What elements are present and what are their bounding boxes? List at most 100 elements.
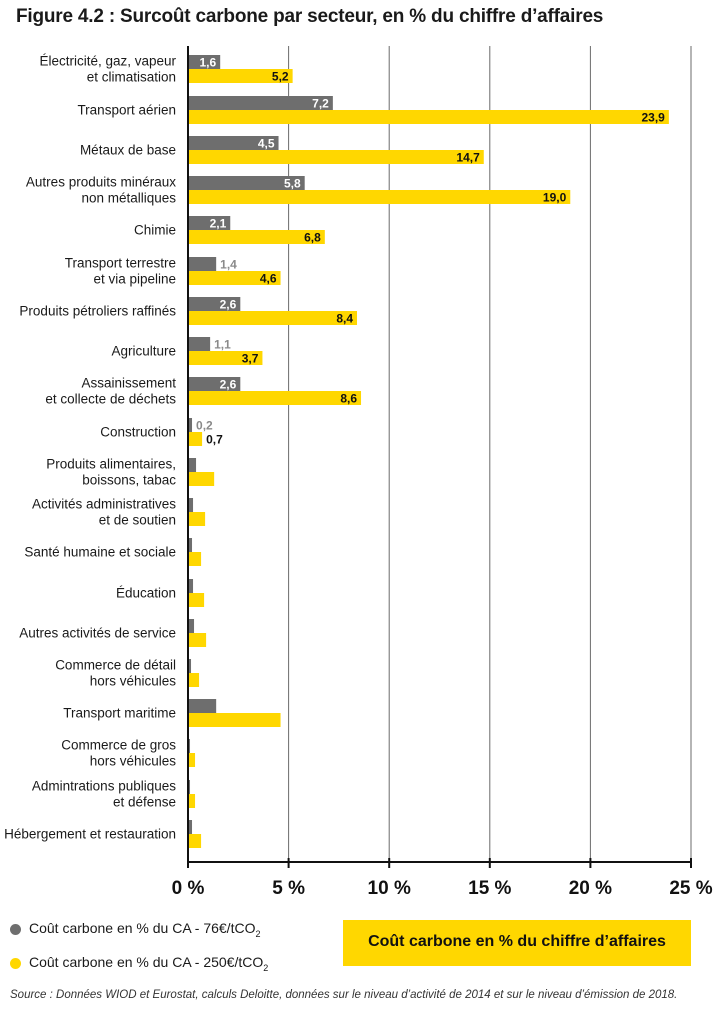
- bar-yellow: [188, 351, 263, 365]
- bar-yellow: [188, 713, 281, 727]
- bar-gray: [188, 176, 305, 190]
- legend-label-76: Coût carbone en % du CA - 76€/tCO: [29, 920, 256, 936]
- legend-label-250-sub: 2: [263, 962, 269, 973]
- bar-yellow: [188, 794, 196, 808]
- category-label: Construction: [100, 425, 176, 440]
- bar-gray: [188, 739, 191, 753]
- bar-yellow: [188, 512, 206, 526]
- data-label: 1,1: [214, 338, 231, 352]
- category-label: Hébergement et restauration: [4, 827, 176, 842]
- category-label: Transport terrestre et via pipeline: [65, 256, 176, 287]
- category-label: Assainissement et collecte de déchets: [45, 376, 176, 407]
- bar-gray: [188, 619, 195, 633]
- category-label-line: Produits alimentaires,: [46, 457, 176, 472]
- banner-text: Coût carbone en % du chiffre d’affaires: [368, 933, 666, 950]
- category-label-line: Assainissement: [81, 376, 176, 391]
- data-label: 19,0: [543, 191, 567, 205]
- category-label-line: Admintrations publiques: [32, 779, 176, 794]
- bar-yellow: [188, 391, 362, 405]
- bar-gray: [188, 337, 211, 351]
- x-tick-label: 0 %: [172, 878, 205, 899]
- category-label-line: Éducation: [116, 586, 176, 601]
- category-label-line: Produits pétroliers raffinés: [19, 304, 176, 319]
- axis-banner: Coût carbone en % du chiffre d’affaires: [343, 920, 691, 966]
- category-label: Produits pétroliers raffinés: [19, 304, 176, 319]
- x-tick-label: 5 %: [272, 878, 305, 899]
- x-tick-label: 10 %: [368, 878, 411, 899]
- category-label: Autres activités de service: [19, 626, 176, 641]
- bar-yellow: [188, 190, 571, 204]
- x-tick-label: 15 %: [468, 878, 511, 899]
- category-label-line: Transport aérien: [77, 103, 176, 118]
- bar-yellow: [188, 753, 196, 767]
- category-label-line: Santé humaine et sociale: [24, 545, 176, 560]
- legend-item-250: Coût carbone en % du CA - 250€/tCO2: [10, 954, 268, 973]
- category-label-line: Agriculture: [111, 344, 176, 359]
- bar-chart: 1,6 5,2 Électricité, gaz, vapeur et climati…: [4, 46, 713, 899]
- category-label: Santé humaine et sociale: [24, 545, 176, 560]
- data-label: 23,9: [642, 111, 666, 125]
- category-label: Éducation: [116, 586, 176, 601]
- x-tick-label: 20 %: [569, 878, 612, 899]
- bar-yellow: [188, 110, 669, 124]
- data-label: 8,6: [340, 392, 357, 406]
- data-label: 1,4: [220, 258, 237, 272]
- category-label-line: Hébergement et restauration: [4, 827, 176, 842]
- category-label-line: et collecte de déchets: [45, 392, 176, 407]
- data-label: 8,4: [336, 312, 353, 326]
- bar-yellow: [188, 150, 484, 164]
- bar-yellow: [188, 69, 293, 83]
- category-label-line: hors véhicules: [90, 674, 177, 689]
- legend-swatch-gray: [10, 923, 21, 935]
- data-label: 0,2: [196, 419, 213, 433]
- category-label: Transport maritime: [63, 706, 176, 721]
- legend-label-250: Coût carbone en % du CA - 250€/tCO: [29, 954, 264, 970]
- bar-gray: [188, 659, 192, 673]
- bar-yellow: [188, 230, 325, 244]
- category-label-line: non métalliques: [81, 191, 176, 206]
- category-label: Autres produits minéraux non métalliques: [26, 175, 176, 206]
- category-label-line: Transport maritime: [63, 706, 176, 721]
- category-label-line: Autres produits minéraux: [26, 175, 176, 190]
- bar-gray: [188, 418, 193, 432]
- bar-gray: [188, 780, 191, 794]
- data-label: 4,6: [260, 272, 277, 286]
- category-label: Commerce de détail hors véhicules: [55, 658, 176, 689]
- data-label: 7,2: [312, 97, 329, 111]
- legend-swatch-yellow: [10, 957, 21, 969]
- source-note: Source : Données WIOD et Eurostat, calcu…: [10, 989, 678, 1001]
- category-label-line: et défense: [113, 795, 176, 810]
- category-label: Admintrations publiques et défense: [32, 779, 176, 810]
- category-label: Activités administratives et de soutien: [32, 497, 176, 528]
- bar-yellow: [188, 834, 202, 848]
- category-label-line: et via pipeline: [93, 272, 176, 287]
- data-label: 5,2: [272, 70, 289, 84]
- category-label: Agriculture: [111, 344, 176, 359]
- bar-yellow: [188, 552, 202, 566]
- category-label-line: Métaux de base: [80, 143, 176, 158]
- bar-yellow: [188, 432, 203, 446]
- bar-gray: [188, 216, 231, 230]
- category-label-line: Chimie: [134, 223, 176, 238]
- category-label-line: Autres activités de service: [19, 626, 176, 641]
- bar-gray: [188, 297, 241, 311]
- bar-gray: [188, 136, 279, 150]
- bar-yellow: [188, 472, 215, 486]
- bar-yellow: [188, 633, 207, 647]
- category-label: Électricité, gaz, vapeur et climatisation: [39, 54, 176, 85]
- data-label: 2,6: [220, 298, 237, 312]
- category-label-line: Transport terrestre: [65, 256, 176, 271]
- category-label-line: boissons, tabac: [82, 473, 176, 488]
- category-label: Transport aérien: [77, 103, 176, 118]
- data-label: 3,7: [242, 352, 259, 366]
- bar-yellow: [188, 673, 200, 687]
- category-label-line: Commerce de gros: [61, 738, 176, 753]
- data-label: 5,8: [284, 177, 301, 191]
- legend-label-76-sub: 2: [255, 928, 261, 939]
- banner-shape: [343, 920, 691, 966]
- data-label: 2,1: [210, 217, 227, 231]
- category-label-line: et climatisation: [87, 70, 176, 85]
- category-label-line: Électricité, gaz, vapeur: [39, 54, 176, 69]
- data-label: 14,7: [456, 151, 480, 165]
- bar-yellow: [188, 593, 205, 607]
